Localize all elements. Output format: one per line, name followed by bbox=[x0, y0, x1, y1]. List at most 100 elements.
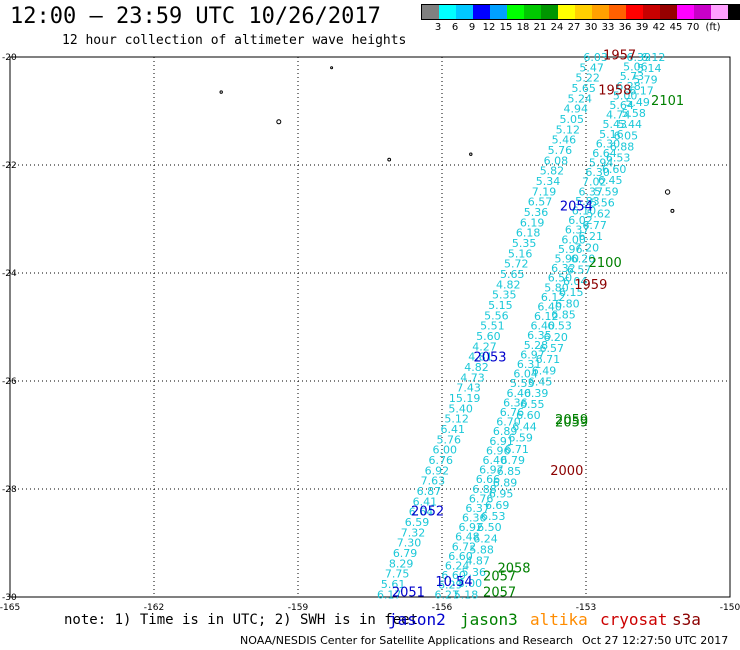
wave-height-value: 5.88 bbox=[469, 544, 494, 557]
plot-frame bbox=[9, 56, 731, 598]
wave-height-value: 7.02 bbox=[582, 176, 607, 189]
x-tick-label: -153 bbox=[576, 603, 596, 613]
legend-swatch bbox=[592, 5, 609, 19]
wave-height-value: 6.30 bbox=[596, 137, 621, 150]
wave-height-value: 6.39 bbox=[627, 51, 652, 64]
wave-height-value: 5.18 bbox=[454, 588, 479, 601]
wave-height-value: 6.53 bbox=[481, 510, 506, 523]
wave-height-value: 6.35 bbox=[527, 329, 552, 342]
wave-height-value: 6.97 bbox=[520, 348, 545, 361]
wave-height-value: 5.28 bbox=[524, 339, 549, 352]
wave-height-value: 6.50 bbox=[477, 521, 502, 534]
wave-height-value: 5.83 bbox=[575, 195, 600, 208]
wave-height-value: 5.36 bbox=[524, 206, 549, 219]
wave-height-value: 5.34 bbox=[536, 175, 561, 188]
wave-height-value: 6.76 bbox=[429, 454, 454, 467]
wave-height-value: 5.56 bbox=[484, 309, 509, 322]
wave-height-value: 4.27 bbox=[472, 340, 497, 353]
wave-height-value: 6.27 bbox=[435, 588, 460, 601]
pass-time-label: 2059 bbox=[555, 416, 588, 431]
wave-height-value: 6.08 bbox=[544, 154, 569, 167]
wave-height-value: 6.12 bbox=[541, 291, 566, 304]
wave-height-value: 6.12 bbox=[534, 310, 559, 323]
wave-height-value: 6.85 bbox=[551, 308, 576, 321]
x-tick-label: -159 bbox=[288, 603, 309, 613]
wave-height-value: 5.82 bbox=[540, 165, 565, 178]
wave-height-value: 4.82 bbox=[464, 361, 489, 374]
legend-swatch bbox=[439, 5, 456, 19]
wave-height-value: 5.16 bbox=[508, 247, 533, 260]
pass-time-label: 1959 bbox=[574, 278, 607, 293]
wave-height-value: 6.40 bbox=[483, 454, 508, 467]
wave-height-value: 6.28 bbox=[616, 80, 641, 93]
wave-height-value: 6.48 bbox=[455, 531, 480, 544]
footer-note: note: 1) Time is in UTC; 2) SWH is in fe… bbox=[64, 612, 419, 628]
wave-height-value: 7.75 bbox=[385, 568, 410, 581]
wave-height-value: 6.03 bbox=[583, 51, 608, 64]
wave-height-value: 5.64 bbox=[609, 99, 634, 112]
legend-swatch bbox=[456, 5, 473, 19]
wave-height-value: 7.19 bbox=[532, 185, 557, 198]
wave-height-value: 5.61 bbox=[381, 578, 406, 591]
wave-height-value: 8.29 bbox=[389, 557, 414, 570]
y-tick-label: -20 bbox=[2, 53, 17, 63]
wave-height-value: 6.96 bbox=[486, 444, 511, 457]
legend-label: 9 bbox=[468, 22, 476, 33]
wave-height-value: 15.19 bbox=[449, 392, 481, 405]
wave-height-value: 5.76 bbox=[436, 433, 461, 446]
satellite-legend-item: cryosat bbox=[600, 610, 668, 629]
y-tick-label: -24 bbox=[2, 269, 17, 279]
wave-height-value: 6.79 bbox=[501, 454, 526, 467]
wave-height-value: 5.22 bbox=[575, 72, 600, 85]
legend-label: 3 bbox=[434, 22, 442, 33]
pass-time-label: 1957 bbox=[603, 48, 636, 63]
x-tick-label: -165 bbox=[0, 603, 20, 613]
wave-height-value: 6.92 bbox=[459, 521, 484, 534]
legend-swatch bbox=[490, 5, 507, 19]
wave-height-value: 5.43 bbox=[603, 118, 628, 131]
y-tick-label: -28 bbox=[2, 485, 17, 495]
timestamp-text: Oct 27 12:27:50 UTC 2017 bbox=[582, 634, 729, 647]
y-tick-label: -22 bbox=[2, 161, 17, 171]
wave-height-value: 6.44 bbox=[512, 420, 537, 433]
wave-height-value: 6.71 bbox=[504, 443, 529, 456]
legend-label: 24 bbox=[550, 22, 564, 33]
legend-label: 27 bbox=[567, 22, 581, 33]
legend-swatch bbox=[660, 5, 677, 19]
wave-height-value: 4.74 bbox=[606, 109, 631, 122]
x-tick-label: -156 bbox=[432, 603, 453, 613]
wave-height-value: 6.89 bbox=[493, 476, 518, 489]
legend-label: 33 bbox=[601, 22, 615, 33]
wave-height-value: 6.18 bbox=[516, 227, 541, 240]
wave-height-value: 6.50 bbox=[548, 272, 573, 285]
color-legend: 3 6 9 12 15 18 21 24 27 30 33 36 39 42 45 70 (ft) bbox=[421, 4, 740, 34]
wave-height-value: 5.12 bbox=[444, 413, 469, 426]
y-tick-label: -30 bbox=[2, 593, 17, 603]
pass-time-label: 2057 bbox=[483, 569, 516, 584]
wave-height-value: 6.60 bbox=[602, 163, 627, 176]
wave-height-value: 6.40 bbox=[531, 320, 556, 333]
island-marker bbox=[276, 119, 282, 125]
pass-time-label: 2000 bbox=[550, 464, 583, 479]
pass-time-label: 2054 bbox=[560, 200, 593, 215]
wave-height-value: 4.81 bbox=[468, 351, 493, 364]
wave-height-value: 5.94 bbox=[589, 157, 614, 170]
wave-height-value: 5.59 bbox=[594, 185, 619, 198]
wave-height-value: 6.45 bbox=[598, 174, 623, 187]
wave-height-value: 6.72 bbox=[452, 540, 477, 553]
satellite-legend-item: jason2 bbox=[388, 610, 446, 629]
wave-height-value: 6.20 bbox=[571, 252, 596, 265]
wave-height-value: 6.37 bbox=[579, 185, 604, 198]
wave-height-value: 5.62 bbox=[586, 208, 611, 221]
wave-height-value: 5.05 bbox=[560, 113, 585, 126]
wave-height-value: 7.43 bbox=[456, 382, 481, 395]
legend-swatch bbox=[711, 5, 728, 19]
island-marker bbox=[664, 189, 671, 195]
wave-height-value: 5.53 bbox=[510, 377, 535, 390]
legend-label: 39 bbox=[635, 22, 649, 33]
wave-height-value: 6.97 bbox=[479, 464, 504, 477]
wave-height-value: 6.79 bbox=[393, 547, 418, 560]
wave-height-value: 6.89 bbox=[493, 425, 518, 438]
wave-height-value: 6.17 bbox=[629, 85, 654, 98]
wave-height-value: 6.64 bbox=[592, 147, 617, 160]
